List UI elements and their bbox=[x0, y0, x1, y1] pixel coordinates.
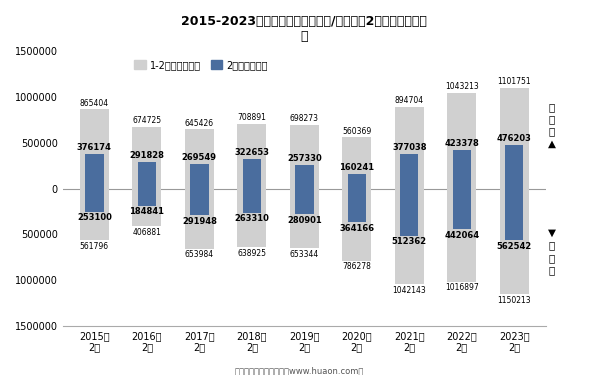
Text: 423378: 423378 bbox=[444, 139, 479, 148]
Bar bbox=[190, 164, 209, 189]
Bar bbox=[190, 189, 209, 215]
Text: 786278: 786278 bbox=[343, 262, 371, 271]
Text: 376174: 376174 bbox=[77, 144, 112, 153]
Bar bbox=[505, 145, 523, 189]
Text: 698273: 698273 bbox=[290, 114, 319, 123]
Bar bbox=[237, 189, 266, 247]
Bar bbox=[447, 93, 476, 189]
Text: 561796: 561796 bbox=[80, 242, 109, 251]
Text: 708891: 708891 bbox=[237, 113, 266, 122]
Bar bbox=[138, 189, 156, 206]
Bar bbox=[400, 189, 419, 236]
Text: 253100: 253100 bbox=[77, 213, 112, 222]
Text: 674725: 674725 bbox=[132, 116, 161, 125]
Bar bbox=[500, 189, 529, 294]
Text: 制图：华经产业研究院（www.huaon.com）: 制图：华经产业研究院（www.huaon.com） bbox=[234, 366, 364, 375]
Text: 653984: 653984 bbox=[185, 250, 214, 259]
Text: 1042143: 1042143 bbox=[392, 286, 426, 295]
Text: 442064: 442064 bbox=[444, 231, 480, 240]
Text: 512362: 512362 bbox=[392, 237, 427, 246]
Bar bbox=[343, 137, 371, 189]
Text: 364166: 364166 bbox=[339, 224, 374, 232]
Bar bbox=[85, 154, 103, 189]
Text: 638925: 638925 bbox=[237, 249, 266, 258]
Bar bbox=[80, 109, 109, 189]
Text: 653344: 653344 bbox=[289, 250, 319, 259]
Bar bbox=[505, 189, 523, 240]
Bar bbox=[290, 124, 319, 189]
Text: 184841: 184841 bbox=[129, 207, 164, 216]
Bar bbox=[447, 189, 476, 282]
Bar bbox=[185, 129, 213, 189]
Text: 562542: 562542 bbox=[497, 242, 532, 251]
Text: 377038: 377038 bbox=[392, 143, 426, 152]
Bar bbox=[243, 159, 261, 189]
Bar bbox=[295, 189, 313, 214]
Bar bbox=[453, 150, 471, 189]
Title: 2015-2023年河北省（境内目的地/货源地）2月进、出口额统
计: 2015-2023年河北省（境内目的地/货源地）2月进、出口额统 计 bbox=[181, 15, 427, 43]
Bar bbox=[395, 106, 424, 189]
Text: 269549: 269549 bbox=[182, 153, 217, 162]
Bar bbox=[290, 189, 319, 249]
Bar bbox=[80, 189, 109, 240]
Bar bbox=[453, 189, 471, 229]
Text: 1043213: 1043213 bbox=[445, 82, 478, 92]
Bar bbox=[395, 189, 424, 284]
Bar bbox=[400, 154, 419, 189]
Text: 160241: 160241 bbox=[339, 163, 374, 172]
Bar bbox=[295, 165, 313, 189]
Bar bbox=[132, 127, 161, 189]
Bar bbox=[347, 189, 366, 222]
Legend: 1-2月（万美元）, 2月（万美元）: 1-2月（万美元）, 2月（万美元） bbox=[130, 56, 271, 74]
Text: 280901: 280901 bbox=[287, 216, 322, 225]
Text: 865404: 865404 bbox=[80, 99, 109, 108]
Text: 476203: 476203 bbox=[497, 134, 532, 143]
Text: ▼
进
口
额: ▼ 进 口 额 bbox=[548, 228, 556, 275]
Bar bbox=[185, 189, 213, 249]
Text: 263310: 263310 bbox=[234, 214, 269, 223]
Bar bbox=[343, 189, 371, 261]
Bar bbox=[347, 174, 366, 189]
Text: 645426: 645426 bbox=[185, 119, 214, 128]
Text: 291948: 291948 bbox=[182, 217, 216, 226]
Bar bbox=[138, 162, 156, 189]
Text: 1101751: 1101751 bbox=[498, 77, 531, 86]
Text: 1150213: 1150213 bbox=[498, 296, 531, 304]
Bar bbox=[85, 189, 103, 212]
Bar bbox=[237, 124, 266, 189]
Text: 出
口
额
▲: 出 口 额 ▲ bbox=[548, 102, 556, 149]
Bar bbox=[500, 88, 529, 189]
Bar bbox=[132, 189, 161, 226]
Text: 894704: 894704 bbox=[395, 96, 424, 105]
Text: 291828: 291828 bbox=[129, 151, 164, 160]
Text: 560369: 560369 bbox=[342, 127, 371, 136]
Text: 257330: 257330 bbox=[287, 154, 322, 164]
Text: 406881: 406881 bbox=[132, 228, 161, 237]
Text: 1016897: 1016897 bbox=[445, 284, 478, 292]
Bar bbox=[243, 189, 261, 213]
Text: 322653: 322653 bbox=[234, 148, 269, 158]
